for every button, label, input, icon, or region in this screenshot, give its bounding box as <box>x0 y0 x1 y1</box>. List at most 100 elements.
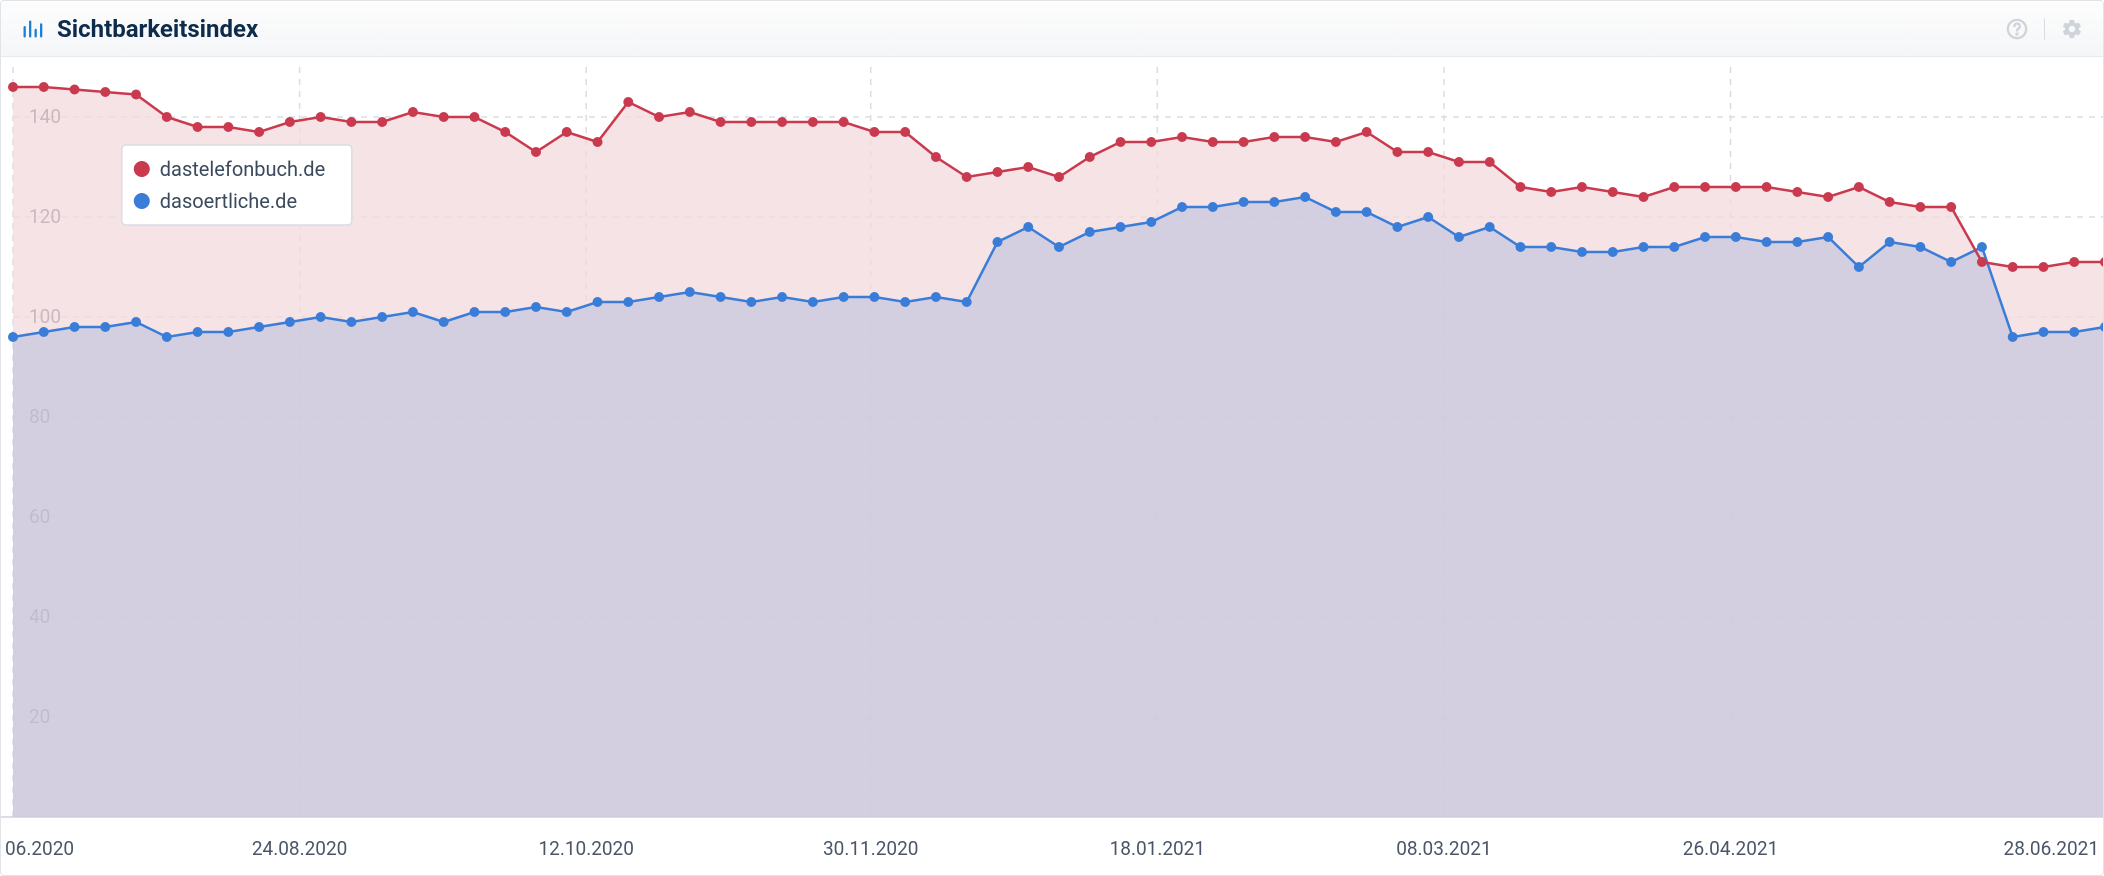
series-point-dasoertliche[interactable] <box>1854 262 1864 272</box>
legend-marker[interactable] <box>134 193 150 209</box>
series-point-dastelefonbuch[interactable] <box>1485 157 1495 167</box>
series-point-dastelefonbuch[interactable] <box>162 112 172 122</box>
series-point-dastelefonbuch[interactable] <box>1454 157 1464 167</box>
series-point-dasoertliche[interactable] <box>469 307 479 317</box>
series-point-dasoertliche[interactable] <box>1331 207 1341 217</box>
series-point-dastelefonbuch[interactable] <box>285 117 295 127</box>
series-point-dastelefonbuch[interactable] <box>869 127 879 137</box>
series-point-dasoertliche[interactable] <box>1946 257 1956 267</box>
series-point-dasoertliche[interactable] <box>593 297 603 307</box>
series-point-dastelefonbuch[interactable] <box>377 117 387 127</box>
series-point-dasoertliche[interactable] <box>1885 237 1895 247</box>
series-point-dasoertliche[interactable] <box>1515 242 1525 252</box>
series-point-dastelefonbuch[interactable] <box>1977 257 1987 267</box>
series-point-dastelefonbuch[interactable] <box>839 117 849 127</box>
series-point-dasoertliche[interactable] <box>1269 197 1279 207</box>
series-point-dasoertliche[interactable] <box>1362 207 1372 217</box>
series-point-dasoertliche[interactable] <box>992 237 1002 247</box>
series-point-dastelefonbuch[interactable] <box>1300 132 1310 142</box>
series-point-dastelefonbuch[interactable] <box>1146 137 1156 147</box>
series-point-dastelefonbuch[interactable] <box>654 112 664 122</box>
series-point-dasoertliche[interactable] <box>2008 332 2018 342</box>
series-point-dastelefonbuch[interactable] <box>1116 137 1126 147</box>
series-point-dastelefonbuch[interactable] <box>346 117 356 127</box>
series-point-dastelefonbuch[interactable] <box>8 82 18 92</box>
series-point-dastelefonbuch[interactable] <box>100 87 110 97</box>
legend-label[interactable]: dasoertliche.de <box>160 189 297 213</box>
series-point-dastelefonbuch[interactable] <box>1269 132 1279 142</box>
series-point-dasoertliche[interactable] <box>1700 232 1710 242</box>
series-point-dastelefonbuch[interactable] <box>900 127 910 137</box>
series-point-dasoertliche[interactable] <box>1392 222 1402 232</box>
series-point-dastelefonbuch[interactable] <box>777 117 787 127</box>
series-point-dasoertliche[interactable] <box>2069 327 2079 337</box>
series-point-dastelefonbuch[interactable] <box>1054 172 1064 182</box>
series-point-dastelefonbuch[interactable] <box>1392 147 1402 157</box>
gear-icon[interactable] <box>2061 18 2083 40</box>
series-point-dasoertliche[interactable] <box>1577 247 1587 257</box>
series-point-dastelefonbuch[interactable] <box>1362 127 1372 137</box>
series-point-dastelefonbuch[interactable] <box>531 147 541 157</box>
series-point-dastelefonbuch[interactable] <box>500 127 510 137</box>
series-point-dasoertliche[interactable] <box>1146 217 1156 227</box>
series-point-dasoertliche[interactable] <box>1054 242 1064 252</box>
series-point-dastelefonbuch[interactable] <box>685 107 695 117</box>
series-point-dasoertliche[interactable] <box>408 307 418 317</box>
series-point-dastelefonbuch[interactable] <box>1085 152 1095 162</box>
series-point-dastelefonbuch[interactable] <box>1854 182 1864 192</box>
series-point-dasoertliche[interactable] <box>254 322 264 332</box>
series-point-dasoertliche[interactable] <box>1792 237 1802 247</box>
series-point-dasoertliche[interactable] <box>1485 222 1495 232</box>
series-point-dasoertliche[interactable] <box>1915 242 1925 252</box>
series-point-dastelefonbuch[interactable] <box>469 112 479 122</box>
series-point-dastelefonbuch[interactable] <box>2038 262 2048 272</box>
series-point-dastelefonbuch[interactable] <box>2008 262 2018 272</box>
series-point-dastelefonbuch[interactable] <box>70 85 80 95</box>
series-point-dastelefonbuch[interactable] <box>316 112 326 122</box>
series-point-dasoertliche[interactable] <box>439 317 449 327</box>
help-icon[interactable] <box>2006 18 2028 40</box>
series-point-dasoertliche[interactable] <box>1731 232 1741 242</box>
series-point-dasoertliche[interactable] <box>1762 237 1772 247</box>
legend-label[interactable]: dastelefonbuch.de <box>160 157 325 181</box>
series-point-dastelefonbuch[interactable] <box>1700 182 1710 192</box>
series-point-dasoertliche[interactable] <box>131 317 141 327</box>
series-point-dasoertliche[interactable] <box>962 297 972 307</box>
series-point-dastelefonbuch[interactable] <box>254 127 264 137</box>
series-point-dasoertliche[interactable] <box>562 307 572 317</box>
series-point-dastelefonbuch[interactable] <box>1946 202 1956 212</box>
series-point-dastelefonbuch[interactable] <box>623 97 633 107</box>
series-point-dasoertliche[interactable] <box>1608 247 1618 257</box>
series-point-dastelefonbuch[interactable] <box>1885 197 1895 207</box>
series-point-dastelefonbuch[interactable] <box>1608 187 1618 197</box>
series-point-dastelefonbuch[interactable] <box>593 137 603 147</box>
series-point-dastelefonbuch[interactable] <box>746 117 756 127</box>
series-point-dasoertliche[interactable] <box>900 297 910 307</box>
series-point-dasoertliche[interactable] <box>285 317 295 327</box>
series-point-dasoertliche[interactable] <box>1239 197 1249 207</box>
series-point-dastelefonbuch[interactable] <box>931 152 941 162</box>
series-point-dasoertliche[interactable] <box>808 297 818 307</box>
series-point-dastelefonbuch[interactable] <box>716 117 726 127</box>
series-point-dasoertliche[interactable] <box>223 327 233 337</box>
series-point-dastelefonbuch[interactable] <box>1792 187 1802 197</box>
series-point-dasoertliche[interactable] <box>162 332 172 342</box>
series-point-dastelefonbuch[interactable] <box>1208 137 1218 147</box>
series-point-dasoertliche[interactable] <box>1023 222 1033 232</box>
legend-marker[interactable] <box>134 161 150 177</box>
series-point-dasoertliche[interactable] <box>1669 242 1679 252</box>
series-point-dasoertliche[interactable] <box>1823 232 1833 242</box>
series-point-dastelefonbuch[interactable] <box>439 112 449 122</box>
series-point-dastelefonbuch[interactable] <box>808 117 818 127</box>
series-point-dasoertliche[interactable] <box>1116 222 1126 232</box>
series-point-dastelefonbuch[interactable] <box>1823 192 1833 202</box>
series-point-dastelefonbuch[interactable] <box>1546 187 1556 197</box>
series-point-dastelefonbuch[interactable] <box>1731 182 1741 192</box>
series-point-dasoertliche[interactable] <box>1085 227 1095 237</box>
series-point-dasoertliche[interactable] <box>1977 242 1987 252</box>
series-point-dastelefonbuch[interactable] <box>1423 147 1433 157</box>
series-point-dastelefonbuch[interactable] <box>39 82 49 92</box>
series-point-dasoertliche[interactable] <box>1454 232 1464 242</box>
series-point-dasoertliche[interactable] <box>716 292 726 302</box>
series-point-dasoertliche[interactable] <box>70 322 80 332</box>
